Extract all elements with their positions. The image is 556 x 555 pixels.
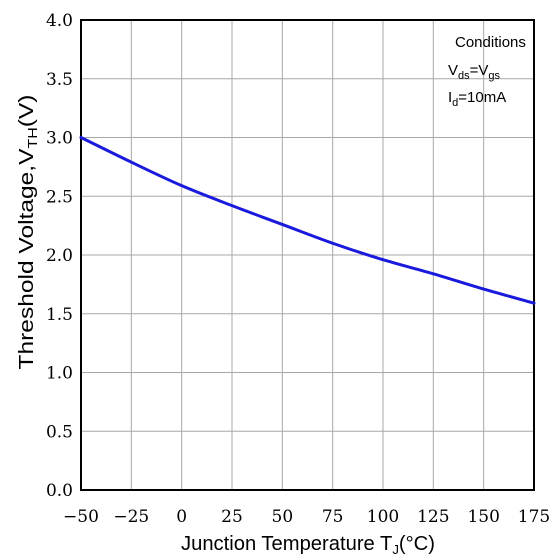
- data-point: [79, 136, 83, 139]
- y-tick-label: 0.0: [46, 481, 73, 501]
- x-axis-title-main: Junction Temperature T: [181, 533, 392, 555]
- grid-lines: [81, 20, 534, 490]
- x-tick-label: 100: [367, 507, 399, 527]
- x-tick-label: 125: [417, 507, 449, 527]
- cond-eq-v: =V: [470, 62, 489, 79]
- y-tick-label: 3.0: [46, 129, 73, 149]
- data-point: [482, 287, 486, 291]
- y-tick-label: 2.5: [46, 187, 73, 207]
- x-tick-label: −50: [63, 507, 99, 527]
- data-point: [331, 241, 335, 245]
- x-axis-title-tail: (°C): [399, 533, 435, 555]
- x-tick-labels: −50 −25 0 25 50 75 100 125 150 175: [63, 507, 550, 527]
- data-point: [532, 301, 536, 305]
- data-point: [180, 184, 184, 188]
- y-axis-title-tail: (V): [16, 95, 38, 128]
- conditions-line-id: Id=10mA: [448, 89, 506, 109]
- cond-id-value: =10mA: [458, 89, 506, 106]
- x-tick-label: 150: [467, 507, 499, 527]
- x-tick-label: 0: [176, 507, 187, 527]
- conditions-title: Conditions: [455, 34, 526, 51]
- y-tick-label: 1.5: [46, 305, 73, 325]
- cond-d-sub: d: [452, 97, 458, 109]
- x-axis-title-sub: J: [392, 542, 399, 555]
- x-tick-label: −25: [113, 507, 149, 527]
- y-axis-title-sub: TH: [25, 127, 40, 148]
- x-tick-label: 175: [518, 507, 550, 527]
- y-tick-labels: 0.0 0.5 1.0 1.5 2.0 2.5 3.0 3.5 4.0: [46, 11, 73, 501]
- y-tick-label: 2.0: [46, 246, 73, 266]
- data-point: [280, 223, 284, 226]
- y-tick-label: 0.5: [46, 422, 73, 442]
- cond-gs-sub: gs: [488, 70, 500, 82]
- x-tick-label: 25: [221, 507, 243, 527]
- x-tick-label: 75: [322, 507, 344, 527]
- plot-frame: [80, 19, 535, 491]
- data-point: [129, 160, 133, 164]
- cond-i-label: I: [448, 89, 452, 106]
- conditions-annotation: Conditions Vds=Vgs Id=10mA: [448, 34, 526, 109]
- series-line-0: [79, 136, 536, 305]
- x-axis-title: Junction Temperature T J(°C): [181, 533, 435, 555]
- cond-v-label: V: [448, 62, 458, 79]
- conditions-line-vds-vgs: Vds=Vgs: [448, 62, 501, 82]
- y-tick-label: 4.0: [46, 11, 73, 31]
- data-point: [431, 272, 435, 276]
- data-point: [381, 258, 385, 262]
- y-tick-label: 3.5: [46, 70, 73, 90]
- y-axis-title: Threshold Voltage,VTH(V): [16, 95, 40, 370]
- cond-ds-sub: ds: [458, 70, 470, 82]
- data-point: [230, 204, 234, 208]
- y-tick-label: 1.0: [46, 364, 73, 384]
- y-axis-title-main: Threshold Voltage,V: [16, 148, 38, 370]
- series-layer: [79, 136, 536, 305]
- x-tick-label: 50: [272, 507, 294, 527]
